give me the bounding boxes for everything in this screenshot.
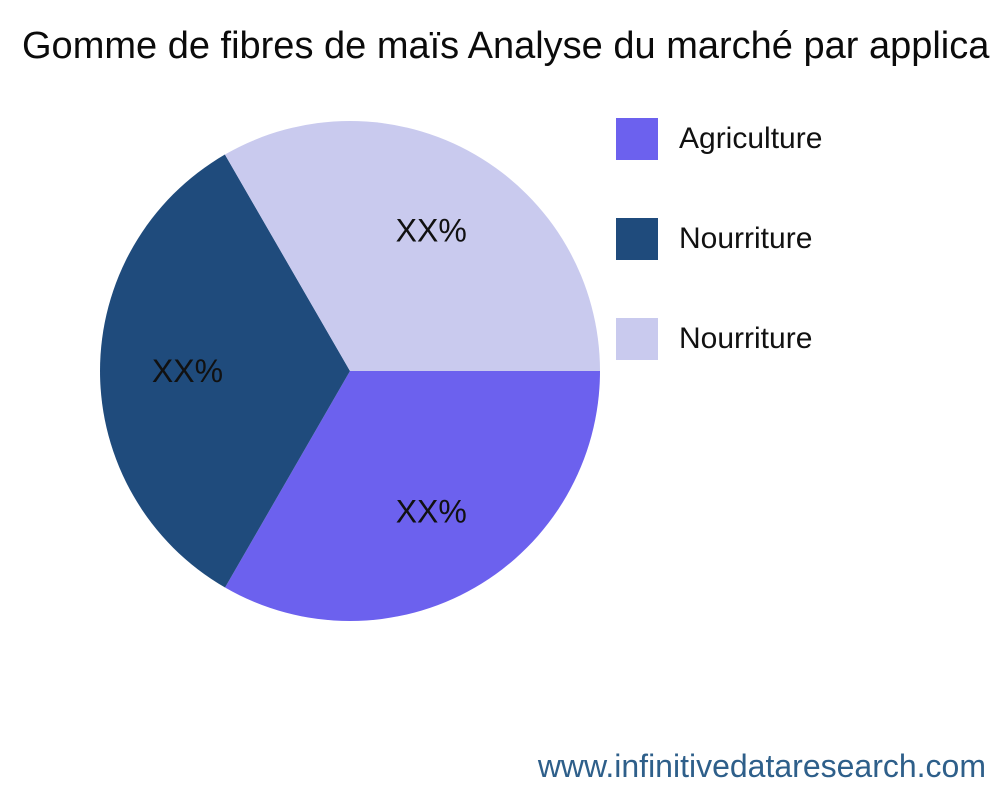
pie-pct-label-0: XX% (396, 494, 467, 530)
pie-slice-0-agriculture (225, 371, 601, 621)
pie-slice-2-nourriture (224, 121, 600, 371)
legend: Agriculture Nourriture Nourriture (616, 118, 822, 418)
legend-swatch-nourriture-1 (616, 218, 658, 260)
legend-label-nourriture-1: Nourriture (679, 222, 813, 255)
legend-label-agriculture: Agriculture (679, 122, 823, 155)
legend-label-nourriture-2: Nourriture (679, 322, 813, 355)
pie-pct-label-1: XX% (152, 353, 223, 389)
legend-swatch-nourriture-2 (616, 318, 658, 360)
legend-swatch-agriculture (616, 118, 658, 160)
website-watermark: www.infinitivedataresearch.com (537, 748, 986, 784)
chart-title: Gomme de fibres de maïs Analyse du march… (22, 26, 990, 67)
pie-slice-1-nourriture (100, 154, 351, 588)
pie-pct-label-2: XX% (396, 212, 467, 248)
legend-item: Agriculture (616, 118, 822, 160)
legend-item: Nourriture (616, 218, 822, 260)
legend-item: Nourriture (616, 318, 822, 360)
